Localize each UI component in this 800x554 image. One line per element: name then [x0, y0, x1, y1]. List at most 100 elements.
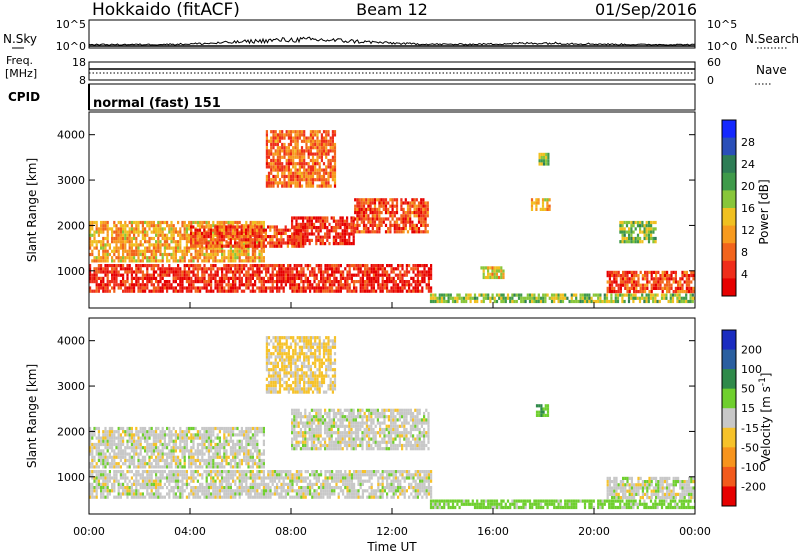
heatmap-cell	[414, 479, 417, 483]
heatmap-cell	[253, 231, 256, 235]
heatmap-cell	[223, 489, 226, 493]
heatmap-cell	[89, 492, 92, 496]
heatmap-cell	[188, 273, 191, 277]
heatmap-cell	[425, 495, 428, 499]
heatmap-cell	[115, 270, 118, 274]
heatmap-cell	[89, 233, 92, 237]
heatmap-cell	[196, 267, 199, 271]
heatmap-cell	[95, 224, 98, 228]
heatmap-cell	[232, 289, 235, 293]
heatmap-cell	[236, 236, 239, 241]
heatmap-cell	[528, 299, 532, 304]
heatmap-cell	[412, 495, 415, 499]
heatmap-cell	[476, 296, 479, 300]
heatmap-cell	[163, 220, 166, 225]
heatmap-cell	[305, 184, 308, 188]
heatmap-cell	[287, 130, 290, 134]
heatmap-cell	[308, 242, 311, 246]
heatmap-cell	[117, 252, 120, 257]
heatmap-cell	[113, 270, 116, 274]
heatmap-cell	[157, 489, 160, 493]
heatmap-cell	[424, 201, 427, 205]
heatmap-cell	[289, 168, 293, 172]
heatmap-cell	[196, 264, 199, 268]
heatmap-cell	[278, 133, 282, 137]
heatmap-cell	[207, 482, 210, 486]
heatmap-cell	[225, 479, 228, 483]
heatmap-cell	[247, 228, 250, 232]
heatmap-cell	[423, 470, 426, 474]
heatmap-cell	[243, 273, 246, 277]
heatmap-cell	[369, 198, 372, 202]
heatmap-cell	[267, 178, 271, 182]
heatmap-cell	[370, 495, 373, 499]
heatmap-cell	[383, 286, 386, 290]
heatmap-cell	[185, 240, 188, 244]
heatmap-cell	[231, 235, 234, 239]
heatmap-cell	[307, 155, 310, 159]
heatmap-cell	[298, 283, 301, 287]
heatmap-cell	[91, 482, 94, 486]
heatmap-cell	[265, 174, 268, 179]
heatmap-cell	[392, 280, 395, 284]
heatmap-cell	[126, 270, 129, 274]
heatmap-cell	[430, 276, 433, 280]
heatmap-cell	[102, 489, 105, 493]
heatmap-cell	[245, 231, 248, 235]
heatmap-cell	[89, 436, 92, 440]
heatmap-cell	[419, 492, 422, 496]
heatmap-cell	[372, 492, 375, 496]
heatmap-cell	[256, 238, 259, 242]
heatmap-cell	[296, 178, 299, 182]
heatmap-cell	[661, 290, 664, 294]
heatmap-cell	[141, 473, 144, 477]
heatmap-cell	[234, 473, 237, 477]
heatmap-cell	[378, 211, 381, 215]
heatmap-cell	[335, 242, 338, 246]
heatmap-cell	[388, 476, 391, 480]
heatmap-cell	[117, 230, 120, 234]
heatmap-cell	[656, 293, 659, 297]
heatmap-cell	[303, 155, 306, 159]
heatmap-cell	[183, 482, 186, 486]
heatmap-cell	[364, 283, 367, 287]
heatmap-cell	[183, 276, 186, 280]
heatmap-cell	[495, 275, 498, 280]
heatmap-cell	[218, 220, 221, 225]
heatmap-cell	[319, 235, 322, 239]
heatmap-cell	[342, 489, 345, 493]
heatmap-cell	[181, 220, 184, 225]
heatmap-cell	[346, 232, 349, 236]
heatmap-cell	[300, 280, 303, 284]
heatmap-cell	[284, 273, 287, 277]
heatmap-cell	[402, 230, 405, 234]
heatmap-cell	[115, 280, 118, 284]
heatmap-cell	[411, 211, 414, 215]
heatmap-cell	[650, 286, 653, 290]
heatmap-cell	[422, 230, 425, 234]
heatmap-cell	[111, 236, 114, 241]
heatmap-cell	[628, 290, 631, 294]
heatmap-cell	[234, 286, 237, 290]
heatmap-cell	[267, 286, 270, 290]
heatmap-cell	[398, 217, 401, 221]
heatmap-cell	[174, 286, 177, 290]
heatmap-cell	[399, 470, 402, 474]
heatmap-cell	[106, 495, 109, 499]
heatmap-cell	[500, 293, 503, 297]
heatmap-cell	[489, 296, 492, 300]
heatmap-cell	[113, 280, 116, 284]
heatmap-cell	[119, 273, 122, 277]
heatmap-cell	[227, 225, 230, 229]
heatmap-cell	[276, 489, 279, 493]
heatmap-cell	[251, 267, 254, 271]
heatmap-cell	[430, 270, 433, 274]
heatmap-cell	[135, 273, 138, 277]
heatmap-cell	[225, 495, 228, 499]
heatmap-cell	[328, 486, 331, 490]
heatmap-cell	[364, 270, 367, 274]
heatmap-cell	[652, 236, 655, 241]
heatmap-cell	[225, 492, 228, 496]
heatmap-cell	[205, 479, 208, 483]
heatmap-cell	[421, 264, 424, 268]
